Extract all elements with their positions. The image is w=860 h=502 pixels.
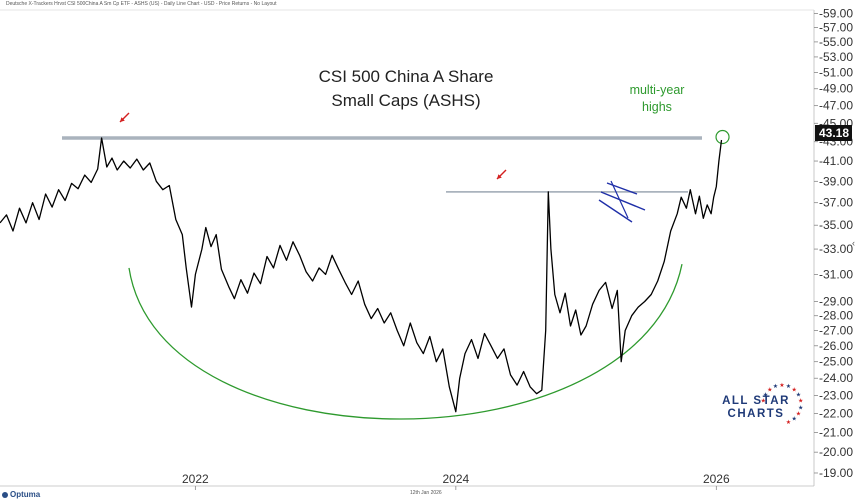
y-axis-ticks: -19.00 -20.00 -21.00 -22.00 -23.00 -24.00 -25.… — [814, 6, 853, 480]
y-tick-label: -39.00 — [819, 174, 853, 188]
y-tick-label: -47.00 — [819, 99, 853, 113]
optuma-logo-text: Optuma — [10, 490, 41, 499]
chart-subtitle: Small Caps (ASHS) — [331, 91, 480, 110]
y-tick-label: -51.00 — [819, 66, 853, 80]
logo-star: ★ — [792, 386, 797, 393]
y-tick-label: -55.00 — [819, 35, 853, 49]
y-tick-label: -24.00 — [819, 371, 853, 385]
price-series-line — [0, 137, 723, 413]
x-tick-label: 2024 — [442, 472, 469, 486]
logo-star: ★ — [767, 386, 772, 393]
logo-star: ★ — [796, 392, 801, 399]
annotation-highs: highs — [642, 100, 672, 114]
y-tick-label: -49.00 — [819, 82, 853, 96]
annotation-overlays — [62, 112, 730, 420]
y-tick-label: -28.00 — [819, 309, 853, 323]
y-tick-label: -25.00 — [819, 355, 853, 369]
all-star-charts-logo: ★★★★ ★ ★★★★★★★★ ALL STAR CHARTS — [722, 382, 803, 426]
logo-star: ★ — [796, 411, 801, 418]
y-tick-label: -37.00 — [819, 196, 853, 210]
optuma-dot-icon — [2, 491, 8, 498]
flag-line-upper-a — [606, 182, 638, 195]
last-price-value: 43.18 — [819, 126, 849, 140]
collapse-chevron-icon[interactable]: ‹ — [852, 238, 855, 248]
y-tick-label: -33.00 — [819, 242, 853, 256]
x-tick-label: 2026 — [703, 472, 730, 486]
star-ring-icon: ★★★★ ★ ★★★★★★★★ — [761, 382, 804, 426]
logo-star: ★ — [798, 404, 803, 411]
flag-line-lower — [600, 191, 646, 211]
logo-text-line2: CHARTS — [728, 408, 785, 420]
logo-text-line1: ALL STAR — [722, 395, 790, 407]
footer-date: 12th Jan 2026 — [410, 490, 442, 496]
y-tick-label: -59.00 — [819, 6, 853, 20]
x-axis-ticks: 2022 2024 2026 — [182, 472, 730, 490]
y-tick-label: -35.00 — [819, 218, 853, 232]
y-tick-label: -29.00 — [819, 294, 853, 308]
cup-base-arc — [128, 263, 683, 420]
y-tick-label: -21.00 — [819, 425, 853, 439]
peak-arrow-2024-head — [497, 174, 502, 179]
logo-star: ★ — [786, 419, 791, 426]
chart-header-info: Deutsche X-Trackers Hrvst CSI 500China A… — [6, 1, 277, 7]
y-tick-label: -53.00 — [819, 50, 853, 64]
logo-star: ★ — [779, 382, 784, 389]
new-high-circle — [715, 129, 730, 145]
chart-title: CSI 500 China A Share — [319, 67, 494, 86]
y-tick-label: -23.00 — [819, 388, 853, 402]
y-tick-label: -27.00 — [819, 323, 853, 337]
flag-line-cross — [610, 180, 629, 219]
annotation-multi-year: multi-year — [630, 83, 685, 97]
logo-star: ★ — [786, 383, 791, 390]
y-tick-label: -31.00 — [819, 267, 853, 281]
y-tick-label: -26.00 — [819, 339, 853, 353]
logo-star: ★ — [763, 392, 768, 399]
y-tick-label: -41.00 — [819, 154, 853, 168]
y-tick-label: -57.00 — [819, 20, 853, 34]
last-price-badge: 43.18 — [815, 125, 852, 141]
logo-star: ★ — [761, 398, 766, 405]
logo-star: ★ — [792, 416, 797, 423]
flag-line-upper-b — [598, 199, 633, 223]
peak-arrow-2021-head — [120, 117, 125, 122]
y-tick-label: -20.00 — [819, 445, 853, 459]
optuma-logo: Optuma — [2, 490, 40, 499]
y-tick-label: -22.00 — [819, 407, 853, 421]
logo-star: ★ — [798, 398, 803, 405]
x-tick-label: 2022 — [182, 472, 209, 486]
logo-star: ★ — [773, 383, 778, 390]
y-tick-label: -19.00 — [819, 466, 853, 480]
